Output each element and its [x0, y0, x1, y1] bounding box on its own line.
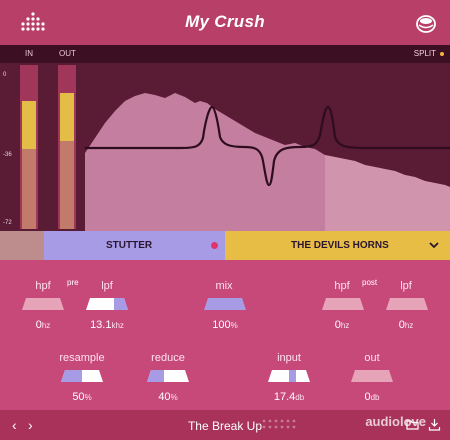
meter-analyzer-panel: IN OUT SPLIT 0 -36 -72 [0, 45, 450, 231]
low-band-preset[interactable]: STUTTER [44, 231, 225, 260]
resample-value-wrap: 50% [60, 387, 104, 405]
post-hpf-control: hpf [322, 280, 362, 292]
in-meter [20, 65, 38, 229]
post-lpf-label: lpf [400, 280, 412, 292]
chevron-down-icon[interactable] [428, 240, 440, 250]
reduce-value-wrap: 40% [146, 387, 190, 405]
in-meter-label: IN [25, 49, 33, 58]
mix-slider[interactable] [204, 298, 246, 310]
input-unit: db [295, 393, 305, 402]
post-lpf-value: 0 [398, 319, 405, 331]
input-label: input [277, 352, 301, 364]
settings-circle-icon[interactable] [414, 11, 438, 35]
out-slider[interactable] [351, 370, 393, 382]
post-lpf-slider[interactable] [386, 298, 428, 310]
mix-control: mix [204, 280, 244, 292]
pre-hpf-control: hpf [23, 280, 63, 292]
post-tag: post [362, 278, 378, 287]
post-lpf-unit: hz [404, 321, 414, 330]
post-lpf-value-wrap: 0hz [386, 315, 426, 333]
out-value-wrap: 0db [350, 387, 394, 405]
post-hpf-value: 0 [334, 319, 341, 331]
resample-slider[interactable] [61, 370, 103, 382]
reduce-value: 40 [158, 391, 171, 403]
out-unit: db [370, 393, 380, 402]
out-meter-yellow [60, 93, 74, 141]
reduce-slider[interactable] [147, 370, 189, 382]
out-value: 0 [364, 391, 371, 403]
out-meter [58, 65, 76, 229]
pre-lpf-slider[interactable] [86, 298, 128, 310]
download-icon[interactable] [428, 418, 441, 431]
chevron-left-icon[interactable]: ‹ [12, 417, 17, 433]
pre-hpf-value: 0 [35, 319, 42, 331]
resample-label: resample [59, 352, 105, 364]
split-handle-left[interactable] [0, 231, 44, 260]
pre-lpf-control: lpf [87, 280, 127, 292]
low-band-indicator-dot[interactable] [211, 242, 218, 249]
post-hpf-slider[interactable] [322, 298, 364, 310]
db-scale-top: 0 [3, 72, 7, 78]
resample-control: resample [52, 352, 112, 364]
meter-header: IN OUT SPLIT [0, 45, 450, 63]
app-title: My Crush [185, 12, 265, 31]
title-bar: My Crush [0, 0, 450, 45]
high-band-name: THE DEVILS HORNS [291, 240, 389, 251]
post-hpf-value-wrap: 0hz [322, 315, 362, 333]
db-scale-bottom: -72 [3, 220, 12, 226]
chevron-right-icon[interactable]: › [28, 417, 33, 433]
pre-hpf-label: hpf [35, 280, 51, 292]
mix-value: 100 [212, 319, 231, 331]
high-band-preset[interactable]: THE DEVILS HORNS [225, 231, 450, 260]
input-control: input [267, 352, 311, 364]
dot-grid-logo-icon[interactable] [20, 12, 46, 34]
in-meter-yellow [22, 101, 36, 149]
eq-curve [85, 105, 450, 187]
pre-tag: pre [67, 278, 79, 287]
reduce-control: reduce [144, 352, 192, 364]
resample-value: 50 [72, 391, 85, 403]
low-band-name: STUTTER [106, 240, 153, 251]
input-value: 17.4 [273, 391, 296, 403]
out-meter-label: OUT [59, 49, 76, 58]
band-split-bar: STUTTER THE DEVILS HORNS [0, 231, 450, 260]
watermark-dots [262, 419, 296, 429]
mix-label: mix [215, 280, 233, 292]
pre-hpf-value-wrap: 0hz [23, 315, 63, 333]
in-meter-orange [22, 149, 36, 229]
post-hpf-unit: hz [340, 321, 350, 330]
spectrum-high-fill [325, 155, 450, 231]
reduce-label: reduce [151, 352, 185, 364]
footer-bar: ‹ › The Break Up audiolove [0, 410, 450, 440]
db-scale-mid: -36 [3, 152, 12, 158]
reduce-unit: % [170, 393, 178, 402]
spectrum-analyzer[interactable] [85, 63, 450, 231]
split-indicator [440, 52, 444, 56]
resample-unit: % [84, 393, 92, 402]
input-value-wrap: 17.4db [265, 387, 313, 405]
watermark-text: audiolove [365, 414, 426, 429]
mix-unit: % [230, 321, 238, 330]
controls-panel: hpf pre 0hz lpf 13.1khz mix 100% hpf pos… [0, 260, 450, 410]
preset-name[interactable]: The Break Up [187, 419, 263, 433]
out-control: out [350, 352, 394, 364]
out-meter-orange [60, 141, 74, 229]
post-hpf-label: hpf [334, 280, 350, 292]
pre-hpf-unit: hz [41, 321, 51, 330]
mix-value-wrap: 100% [203, 315, 247, 333]
post-lpf-control: lpf [386, 280, 426, 292]
pre-hpf-slider[interactable] [22, 298, 64, 310]
input-slider[interactable] [268, 370, 310, 382]
split-label[interactable]: SPLIT [413, 49, 436, 58]
out-label: out [364, 352, 380, 364]
pre-lpf-value: 13.1 [90, 319, 112, 331]
pre-lpf-unit: khz [111, 321, 124, 330]
pre-lpf-value-wrap: 13.1khz [83, 315, 131, 333]
pre-lpf-label: lpf [101, 280, 113, 292]
folder-icon[interactable] [406, 418, 419, 431]
